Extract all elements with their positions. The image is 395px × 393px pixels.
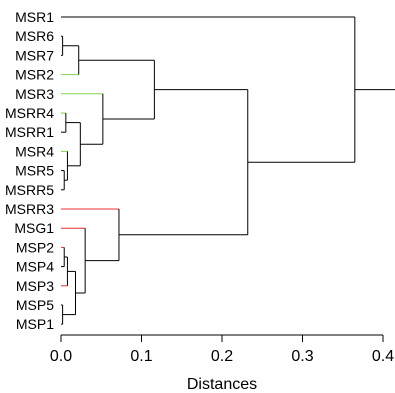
leaf-label: MSP2 [16, 239, 54, 255]
leaf-label: MSRR1 [5, 124, 54, 140]
leaf-label: MSP3 [16, 278, 54, 294]
leaf-label: MSG1 [14, 220, 54, 236]
leaf-label: MSR3 [15, 86, 54, 102]
leaf-label: MSP5 [16, 297, 54, 313]
x-axis-title: Distances [187, 376, 257, 393]
leaf-label: MSP4 [16, 259, 54, 275]
leaf-label: MSP1 [16, 316, 54, 332]
x-axis: 0.0 0.1 0.2 0.3 0.4 [50, 334, 394, 365]
x-axis-ticks: 0.0 0.1 0.2 0.3 0.4 [50, 335, 394, 365]
leaf-label: MSRR5 [5, 182, 54, 198]
x-tick-label: 0.0 [50, 348, 72, 365]
leaf-label: MSRR4 [5, 105, 54, 121]
leaf-label: MSR4 [15, 143, 54, 159]
dendrogram-branches [61, 16, 395, 325]
x-tick-label: 0.2 [211, 348, 233, 365]
leaf-label: MSR7 [15, 47, 54, 63]
x-tick-label: 0.3 [291, 348, 313, 365]
leaf-label: MSRR3 [5, 201, 54, 217]
leaf-label: MSR5 [15, 163, 54, 179]
x-tick-label: 0.4 [372, 348, 394, 365]
leaf-label: MSR6 [15, 28, 54, 44]
x-tick-label: 0.1 [130, 348, 152, 365]
leaf-label: MSR1 [15, 9, 54, 25]
leaf-label: MSR2 [15, 67, 54, 83]
leaf-labels: MSR1 MSR6 MSR7 MSR2 MSR3 MSRR4 MSRR1 MSR4 MSR5 MS… [5, 9, 54, 332]
